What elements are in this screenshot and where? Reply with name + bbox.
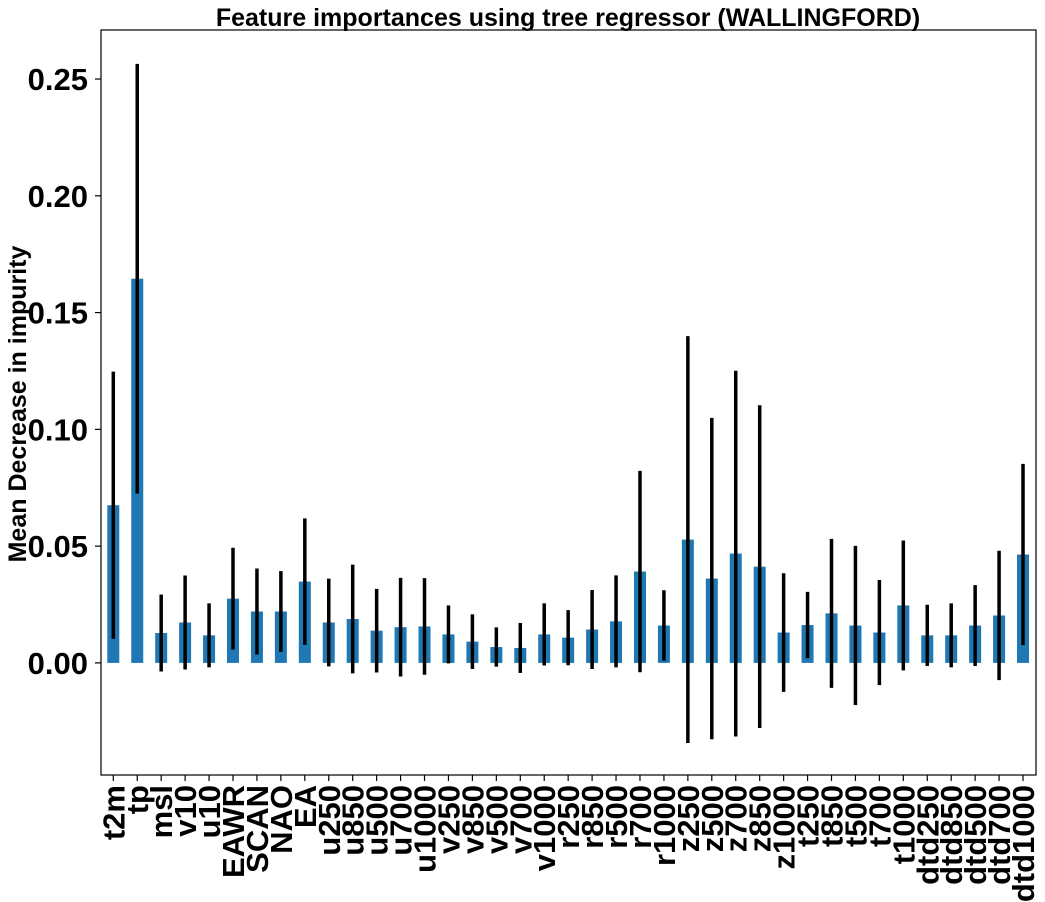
x-tick-label: t500 bbox=[838, 785, 873, 847]
x-tick-label: v10 bbox=[168, 785, 203, 837]
y-tick-label: 0.05 bbox=[28, 529, 88, 564]
x-tick-label: dtd850 bbox=[934, 785, 969, 885]
x-tick-label: u500 bbox=[360, 785, 395, 856]
y-tick-label: 0.15 bbox=[28, 296, 88, 331]
y-axis-ticks: 0.00 0.05 0.10 0.15 0.20 0.25 bbox=[28, 62, 101, 681]
x-tick-label: u10 bbox=[192, 785, 227, 838]
x-tick-label: msl bbox=[144, 785, 179, 838]
x-tick-label: t1000 bbox=[886, 785, 921, 864]
x-tick-label: NAO bbox=[264, 785, 299, 854]
x-tick-label: SCAN bbox=[240, 785, 275, 873]
x-tick-label: u250 bbox=[312, 785, 347, 856]
x-tick-label: r850 bbox=[575, 785, 610, 849]
x-tick-label: z850 bbox=[743, 785, 778, 852]
x-tick-label: t250 bbox=[791, 785, 826, 847]
y-tick-label: 0.20 bbox=[28, 179, 88, 214]
bars-layer bbox=[107, 278, 1030, 663]
x-tick-label: dtd250 bbox=[910, 785, 945, 885]
x-tick-label: EAWR bbox=[216, 785, 251, 878]
x-tick-label: t700 bbox=[862, 785, 897, 847]
x-tick-label: z700 bbox=[719, 785, 754, 852]
x-tick-label: u850 bbox=[336, 785, 371, 856]
x-tick-label: v1000 bbox=[527, 785, 562, 871]
x-tick-label: tp bbox=[120, 785, 155, 814]
y-tick-label: 0.10 bbox=[28, 412, 88, 447]
x-tick-label: v500 bbox=[479, 785, 514, 854]
y-axis-label: Mean Decrease in impurity bbox=[4, 246, 32, 563]
x-axis-ticks: t2mtpmslv10u10EAWRSCANNAOEAu250u850u500u… bbox=[96, 775, 1041, 902]
x-tick-label: z250 bbox=[671, 785, 706, 852]
x-tick-label: dtd1000 bbox=[1006, 785, 1041, 902]
x-tick-label: v250 bbox=[431, 785, 466, 854]
x-tick-label: u1000 bbox=[408, 785, 443, 873]
x-tick-label: v700 bbox=[503, 785, 538, 854]
x-tick-label: EA bbox=[288, 785, 323, 828]
x-tick-label: v850 bbox=[455, 785, 490, 854]
y-tick-label: 0.25 bbox=[28, 62, 88, 97]
x-tick-label: r500 bbox=[599, 785, 634, 849]
x-tick-label: z500 bbox=[695, 785, 730, 852]
x-tick-label: r700 bbox=[623, 785, 658, 849]
x-tick-label: dtd700 bbox=[982, 785, 1017, 885]
x-tick-label: dtd500 bbox=[958, 785, 993, 885]
x-tick-label: u700 bbox=[384, 785, 419, 856]
chart-title: Feature importances using tree regressor… bbox=[216, 4, 920, 32]
x-tick-label: r250 bbox=[551, 785, 586, 849]
x-tick-label: r1000 bbox=[647, 785, 682, 866]
error-bars-layer bbox=[111, 63, 1025, 743]
y-tick-label: 0.00 bbox=[28, 646, 88, 681]
x-tick-label: z1000 bbox=[767, 785, 802, 869]
x-tick-label: t2m bbox=[96, 785, 131, 840]
x-tick-label: t850 bbox=[815, 785, 850, 847]
